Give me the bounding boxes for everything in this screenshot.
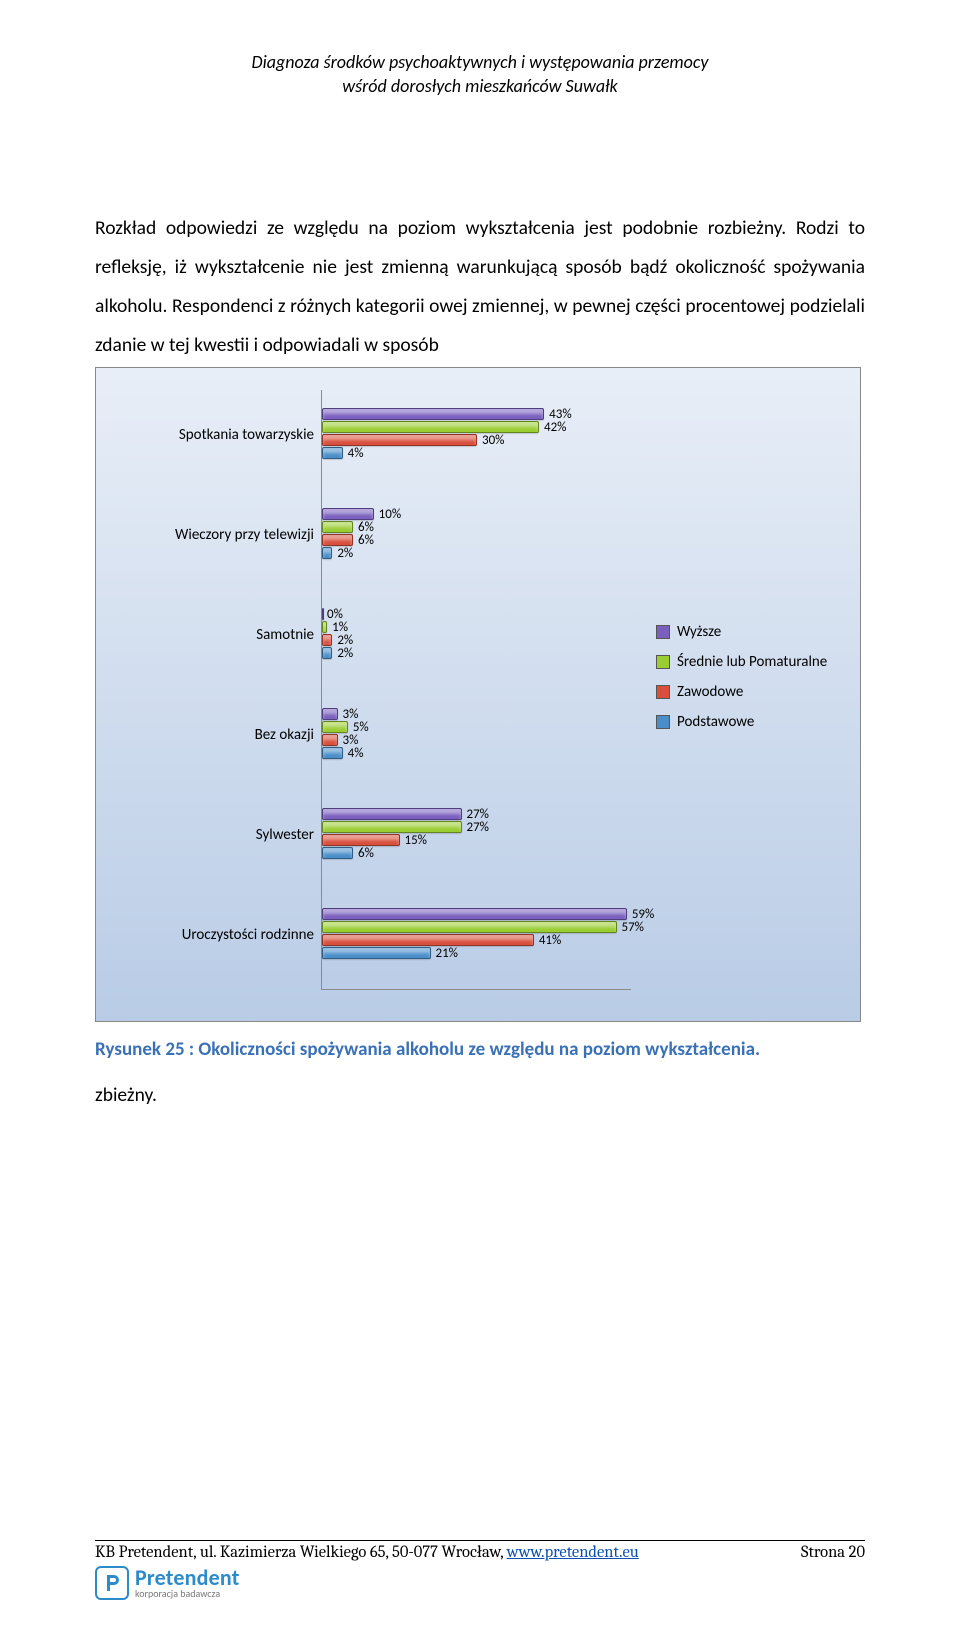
legend-item: Zawodowe [656,683,827,701]
footer-address: KB Pretendent, ul. Kazimierza Wielkiego … [95,1543,507,1562]
legend-label: Wyższe [677,623,721,641]
bar-value-label: 4% [348,746,364,761]
bar [322,521,353,533]
bar-value-label: 27% [467,820,489,835]
bar-value-label: 10% [379,507,401,522]
header-line1: Diagnoza środków psychoaktywnych i wystę… [95,50,865,74]
bar [322,934,534,946]
bar [322,408,544,420]
figure-caption: Rysunek 25 : Okoliczności spożywania alk… [95,1038,865,1061]
bar [322,721,348,733]
bar [322,634,332,646]
bar [322,421,539,433]
bar [322,847,353,859]
bar [322,947,431,959]
bar [322,647,332,659]
bar-value-label: 2% [337,546,353,561]
legend-swatch [656,625,670,639]
category-label: Wieczory przy telewizji [104,526,314,544]
legend-label: Podstawowe [677,713,754,731]
legend-swatch [656,685,670,699]
bar [322,708,338,720]
bar [322,547,332,559]
bar-value-label: 6% [358,533,374,548]
legend-item: Wyższe [656,623,827,641]
footer-logo: Pretendent korporacja badawcza [95,1566,865,1600]
bar [322,434,477,446]
footer-link[interactable]: www.pretendent.eu [507,1543,639,1562]
bar-value-label: 30% [482,433,504,448]
chart-legend: Wyższe Średnie lub Pomaturalne Zawodowe Pod… [656,623,827,743]
bar [322,447,343,459]
bar-value-label: 57% [622,920,644,935]
bar [322,508,374,520]
category-label: Sylwester [104,826,314,844]
bar [322,808,462,820]
chart-plot-area: 43%42%30%4%10%6%6%2%0%1%2%2%3%5%3%4%27%2… [321,390,631,990]
category-label: Bez okazji [104,726,314,744]
category-label: Samotnie [104,626,314,644]
chart-container: 43%42%30%4%10%6%6%2%0%1%2%2%3%5%3%4%27%2… [95,367,861,1022]
page-footer: KB Pretendent, ul. Kazimierza Wielkiego … [95,1540,865,1600]
legend-label: Średnie lub Pomaturalne [677,653,827,671]
legend-label: Zawodowe [677,683,743,701]
footer-left: KB Pretendent, ul. Kazimierza Wielkiego … [95,1543,639,1562]
bar-value-label: 21% [436,946,458,961]
legend-item: Podstawowe [656,713,827,731]
category-label: Uroczystości rodzinne [104,926,314,944]
category-label: Spotkania towarzyskie [104,426,314,444]
bar [322,747,343,759]
legend-item: Średnie lub Pomaturalne [656,653,827,671]
legend-swatch [656,655,670,669]
bar [322,821,462,833]
bar-value-label: 6% [358,846,374,861]
bar [322,834,400,846]
header-line2: wśród dorosłych mieszkańców Suwałk [95,74,865,98]
bar-value-label: 4% [348,446,364,461]
bar-value-label: 42% [544,420,566,435]
bar [322,534,353,546]
main-paragraph: Rozkład odpowiedzi ze względu na poziom … [95,209,865,365]
trailing-word: zbieżny. [95,1083,157,1107]
bar [322,621,327,633]
legend-swatch [656,715,670,729]
page-header: Diagnoza środków psychoaktywnych i wystę… [95,50,865,99]
bar [322,734,338,746]
bar-value-label: 41% [539,933,561,948]
logo-icon [95,1566,129,1600]
footer-page-number: Strona 20 [801,1543,865,1562]
logo-name: Pretendent [135,1567,240,1589]
bar [322,908,627,920]
bar-value-label: 2% [337,646,353,661]
bar [322,608,324,620]
bar-value-label: 15% [405,833,427,848]
bar [322,921,617,933]
